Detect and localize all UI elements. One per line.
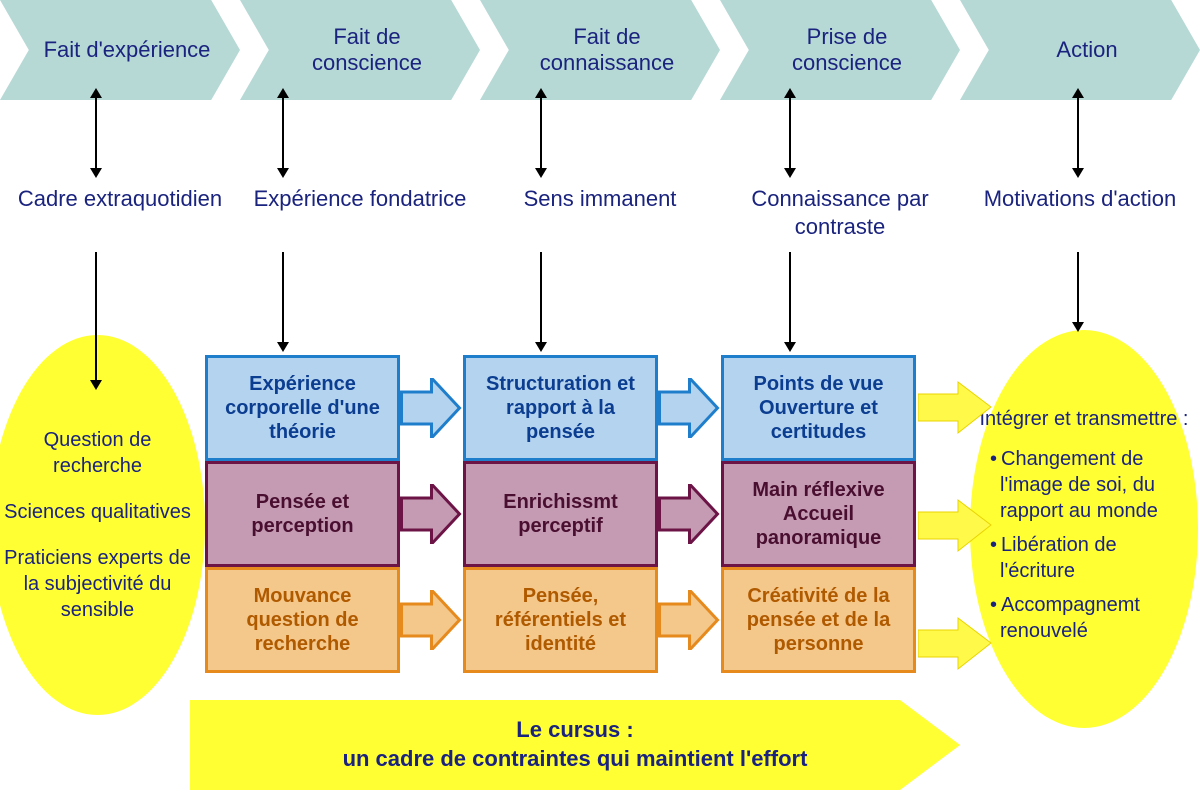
- chevron-3-label: Fait de connaissance: [520, 24, 694, 77]
- grid-arrow-plum-2: [658, 461, 721, 567]
- grid-orange-2: Pensée, référentiels et identité: [463, 567, 658, 673]
- grid-plum-3: Main réflexive Accueil panoramique: [721, 461, 916, 567]
- double-arrow-5: [1077, 96, 1079, 170]
- banner-line1: Le cursus :: [516, 717, 633, 742]
- grid-row-orange: Mouvance question de recherche Pensée, r…: [205, 567, 945, 673]
- process-grid: Expérience corporelle d'une théorie Stru…: [205, 355, 945, 673]
- grid-arrow-orange-1: [400, 567, 463, 673]
- grid-plum-2: Enrichissmt perceptif: [463, 461, 658, 567]
- yellow-pointer-3: [918, 616, 993, 671]
- yellow-pointer-2: [918, 498, 993, 553]
- right-ellipse-bullet-3: Accompagnemt renouvelé: [990, 592, 1186, 644]
- chevron-5: Action: [960, 0, 1200, 100]
- chevron-1-label: Fait d'expérience: [44, 37, 211, 63]
- chevron-2-label: Fait de conscience: [280, 24, 454, 77]
- down-arrow-5: [1077, 252, 1079, 324]
- secondary-labels-row: Cadre extraquotidien Expérience fondatri…: [0, 185, 1200, 240]
- grid-blue-3: Points de vue Ouverture et certitudes: [721, 355, 916, 461]
- row2-3: Sens immanent: [480, 185, 720, 240]
- grid-arrow-blue-2: [658, 355, 721, 461]
- chevron-5-label: Action: [1056, 37, 1117, 63]
- left-ellipse-item-3: Praticiens experts de la subjectivité du…: [0, 545, 197, 623]
- grid-row-plum: Pensée et perception Enrichissmt percept…: [205, 461, 945, 567]
- right-ellipse-bullet-2: Libération de l'écriture: [990, 532, 1186, 584]
- left-ellipse-item-2: Sciences qualitatives: [0, 499, 197, 525]
- row2-2: Expérience fondatrice: [240, 185, 480, 240]
- double-arrow-4: [789, 96, 791, 170]
- right-ellipse-header: Intégrer et transmettre :: [976, 406, 1192, 432]
- grid-plum-1: Pensée et perception: [205, 461, 400, 567]
- down-arrow-4: [789, 252, 791, 344]
- grid-arrow-blue-1: [400, 355, 463, 461]
- down-arrow-3: [540, 252, 542, 344]
- grid-arrow-orange-2: [658, 567, 721, 673]
- grid-blue-2: Structuration et rapport à la pensée: [463, 355, 658, 461]
- grid-orange-3: Créativité de la pensée et de la personn…: [721, 567, 916, 673]
- chevron-process-row: Fait d'expérience Fait de conscience Fai…: [0, 0, 1200, 100]
- grid-blue-1: Expérience corporelle d'une théorie: [205, 355, 400, 461]
- down-arrow-2: [282, 252, 284, 344]
- double-arrow-2: [282, 96, 284, 170]
- banner-line2: un cadre de contraintes qui maintient l'…: [343, 746, 808, 771]
- row2-4: Connaissance par contraste: [720, 185, 960, 240]
- left-ellipse-item-1: Question de recherche: [0, 427, 197, 479]
- right-outcomes-ellipse: Intégrer et transmettre : Changement de …: [970, 330, 1198, 728]
- down-arrow-1: [95, 252, 97, 382]
- row2-1: Cadre extraquotidien: [0, 185, 240, 240]
- double-arrow-1: [95, 96, 97, 170]
- grid-arrow-plum-1: [400, 461, 463, 567]
- chevron-4: Prise de conscience: [720, 0, 960, 100]
- chevron-4-label: Prise de conscience: [760, 24, 934, 77]
- grid-orange-1: Mouvance question de recherche: [205, 567, 400, 673]
- row2-5: Motivations d'action: [960, 185, 1200, 240]
- chevron-3: Fait de connaissance: [480, 0, 720, 100]
- banner-text: Le cursus : un cadre de contraintes qui …: [343, 716, 808, 773]
- right-ellipse-bullet-1: Changement de l'image de soi, du rapport…: [990, 446, 1186, 524]
- yellow-pointer-1: [918, 380, 993, 435]
- grid-row-blue: Expérience corporelle d'une théorie Stru…: [205, 355, 945, 461]
- chevron-2: Fait de conscience: [240, 0, 480, 100]
- bottom-banner-arrow: Le cursus : un cadre de contraintes qui …: [190, 700, 960, 790]
- chevron-1: Fait d'expérience: [0, 0, 240, 100]
- left-context-ellipse: Question de recherche Sciences qualitati…: [0, 335, 205, 715]
- double-arrow-3: [540, 96, 542, 170]
